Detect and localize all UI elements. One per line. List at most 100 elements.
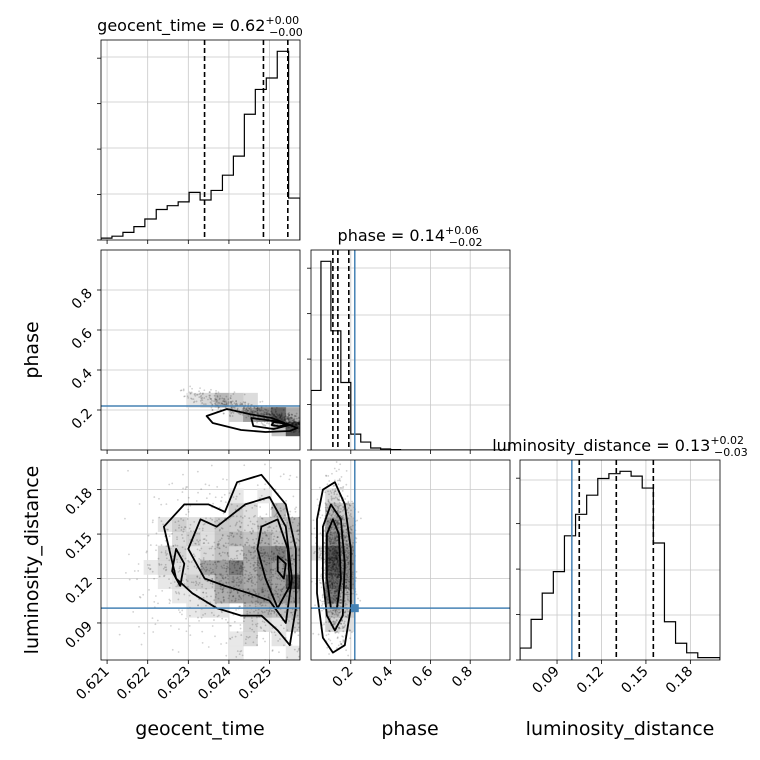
sample-point	[244, 602, 247, 604]
sample-point	[205, 566, 208, 569]
sample-point	[234, 544, 237, 547]
sample-point	[286, 656, 289, 659]
sample-point	[297, 423, 300, 425]
sample-point	[243, 557, 246, 559]
sample-point	[333, 497, 336, 500]
sample-point	[262, 629, 265, 632]
density-cell	[214, 560, 230, 575]
sample-point	[263, 411, 266, 414]
sample-point	[218, 506, 221, 509]
sample-point	[297, 533, 300, 536]
sample-point	[334, 549, 336, 552]
sample-point	[214, 596, 217, 598]
sample-point	[181, 537, 184, 539]
contour-line	[187, 496, 293, 624]
sample-point	[291, 613, 294, 616]
sample-point	[238, 530, 240, 532]
sample-point	[247, 539, 250, 541]
sample-point	[213, 561, 216, 564]
sample-point	[282, 563, 285, 566]
sample-point	[255, 600, 258, 603]
sample-point	[352, 541, 354, 544]
sample-point	[347, 563, 350, 565]
sample-point	[323, 560, 326, 563]
sample-point	[332, 554, 335, 557]
sample-point	[262, 410, 265, 412]
sample-point	[281, 557, 284, 559]
sample-point	[276, 577, 279, 580]
sample-point	[332, 581, 335, 584]
sample-point	[225, 582, 228, 584]
sample-point	[284, 415, 287, 418]
sample-point	[247, 415, 250, 417]
sample-point	[230, 599, 233, 602]
sample-point	[225, 478, 228, 481]
sample-point	[272, 527, 275, 530]
sample-point	[332, 485, 335, 487]
sample-point	[222, 403, 225, 406]
sample-point	[168, 578, 170, 580]
sample-point	[221, 591, 224, 594]
sample-point	[215, 593, 218, 596]
sample-point	[244, 409, 246, 412]
sample-point	[330, 582, 333, 585]
sample-point	[277, 640, 280, 642]
sample-point	[331, 602, 334, 605]
sample-point	[247, 559, 250, 562]
sample-point	[231, 580, 233, 583]
sample-point	[184, 488, 187, 490]
sample-point	[335, 556, 338, 559]
sample-point	[296, 621, 299, 624]
sample-point	[231, 403, 234, 406]
sample-point	[296, 590, 299, 593]
sample-point	[275, 590, 278, 593]
sample-point	[340, 476, 343, 478]
sample-point	[293, 575, 296, 578]
sample-point	[266, 660, 268, 662]
sample-point	[337, 567, 340, 570]
sample-point	[338, 611, 341, 614]
sample-point	[250, 596, 253, 598]
sample-point	[335, 564, 338, 566]
sample-point	[327, 564, 330, 567]
sample-point	[198, 527, 201, 530]
sample-point	[293, 586, 296, 589]
sample-point	[293, 601, 296, 604]
sample-point	[329, 589, 332, 592]
sample-point	[336, 575, 339, 578]
sample-point	[287, 412, 290, 415]
sample-point	[279, 507, 282, 510]
sample-point	[174, 590, 177, 593]
sample-point	[331, 553, 333, 556]
sample-point	[336, 553, 339, 556]
sample-point	[275, 415, 278, 418]
sample-point	[158, 497, 160, 500]
sample-point	[298, 549, 300, 552]
sample-point	[336, 575, 339, 578]
sample-point	[273, 611, 276, 613]
sample-point	[240, 549, 243, 552]
sample-point	[213, 541, 216, 544]
sample-point	[256, 574, 259, 577]
sample-point	[279, 555, 282, 558]
sample-point	[278, 553, 281, 555]
sample-point	[298, 427, 300, 429]
sample-point	[280, 510, 282, 512]
sample-point	[332, 612, 335, 615]
hist-luminosity_distance-frame	[519, 459, 721, 661]
sample-point	[329, 533, 332, 536]
sample-point	[335, 519, 338, 522]
sample-point	[337, 564, 340, 567]
sample-point	[205, 539, 208, 542]
sample-point	[251, 601, 254, 604]
sample-point	[216, 395, 219, 398]
sample-point	[153, 496, 156, 498]
sample-point	[257, 413, 260, 415]
sample-point	[331, 556, 333, 559]
sample-point	[355, 541, 358, 544]
sample-point	[292, 581, 295, 584]
sample-point	[217, 597, 220, 600]
sample-point	[328, 560, 331, 562]
sample-point	[217, 544, 219, 546]
sample-point	[269, 585, 272, 588]
